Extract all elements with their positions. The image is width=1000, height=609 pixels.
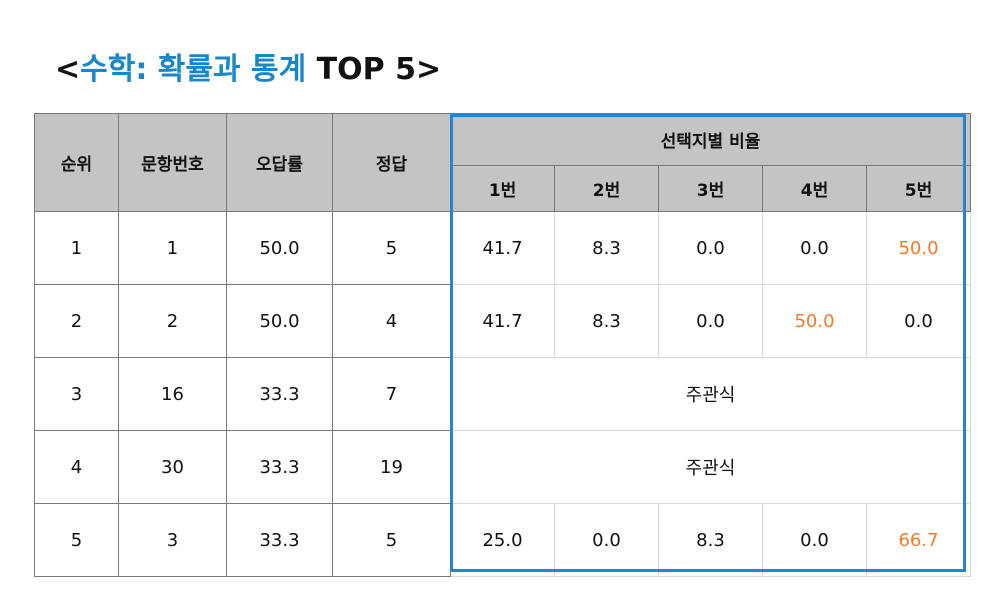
cell-rank: 4 bbox=[34, 430, 119, 504]
cell-error-rate: 50.0 bbox=[226, 211, 333, 285]
cell-subjective: 주관식 bbox=[450, 357, 971, 431]
cell-choice-2: 8.3 bbox=[554, 284, 659, 358]
cell-question: 2 bbox=[118, 284, 227, 358]
cell-choice-4: 50.0 bbox=[762, 284, 867, 358]
cell-choice-5: 0.0 bbox=[866, 284, 971, 358]
cell-answer: 5 bbox=[332, 211, 451, 285]
cell-error-rate: 50.0 bbox=[226, 284, 333, 358]
cell-choice-4: 0.0 bbox=[762, 211, 867, 285]
cell-choice-4: 0.0 bbox=[762, 503, 867, 577]
cell-error-rate: 33.3 bbox=[226, 430, 333, 504]
cell-question: 30 bbox=[118, 430, 227, 504]
cell-answer: 5 bbox=[332, 503, 451, 577]
table-row: 2 2 50.0 4 41.7 8.3 0.0 50.0 0.0 bbox=[34, 284, 971, 358]
cell-error-rate: 33.3 bbox=[226, 357, 333, 431]
cell-question: 1 bbox=[118, 211, 227, 285]
table-row: 4 30 33.3 19 주관식 bbox=[34, 430, 971, 504]
page-title: <수학: 확률과 통계 TOP 5> bbox=[55, 44, 441, 88]
cell-question: 16 bbox=[118, 357, 227, 431]
cell-rank: 5 bbox=[34, 503, 119, 577]
header-choice-ratio: 선택지별 비율 bbox=[450, 113, 971, 166]
header-choice-1: 1번 bbox=[450, 165, 555, 212]
cell-answer: 4 bbox=[332, 284, 451, 358]
cell-error-rate: 33.3 bbox=[226, 503, 333, 577]
cell-choice-3: 8.3 bbox=[658, 503, 763, 577]
cell-choice-3: 0.0 bbox=[658, 284, 763, 358]
cell-choice-3: 0.0 bbox=[658, 211, 763, 285]
cell-choice-1: 41.7 bbox=[450, 211, 555, 285]
header-choice-3: 3번 bbox=[658, 165, 763, 212]
cell-choice-1: 25.0 bbox=[450, 503, 555, 577]
title-open: < bbox=[55, 52, 81, 87]
header-answer: 정답 bbox=[332, 113, 451, 212]
cell-rank: 2 bbox=[34, 284, 119, 358]
header-choice-4: 4번 bbox=[762, 165, 867, 212]
cell-rank: 1 bbox=[34, 211, 119, 285]
table-row: 1 1 50.0 5 41.7 8.3 0.0 0.0 50.0 bbox=[34, 211, 971, 285]
header-choice-5: 5번 bbox=[866, 165, 971, 212]
cell-choice-5: 66.7 bbox=[866, 503, 971, 577]
title-suffix: TOP 5> bbox=[306, 52, 442, 87]
header-choice-2: 2번 bbox=[554, 165, 659, 212]
cell-answer: 7 bbox=[332, 357, 451, 431]
cell-choice-2: 0.0 bbox=[554, 503, 659, 577]
cell-answer: 19 bbox=[332, 430, 451, 504]
table-row: 3 16 33.3 7 주관식 bbox=[34, 357, 971, 431]
cell-choice-5: 50.0 bbox=[866, 211, 971, 285]
header-rank: 순위 bbox=[34, 113, 119, 212]
table-body: 1 1 50.0 5 41.7 8.3 0.0 0.0 50.0 2 2 50.0 4 41.7 8.3 0.… bbox=[34, 211, 971, 577]
header-question: 문항번호 bbox=[118, 113, 227, 212]
title-subject: 수학: 확률과 통계 bbox=[80, 52, 307, 87]
cell-rank: 3 bbox=[34, 357, 119, 431]
cell-question: 3 bbox=[118, 503, 227, 577]
table-row: 5 3 33.3 5 25.0 0.0 8.3 0.0 66.7 bbox=[34, 503, 971, 577]
header-error-rate: 오답률 bbox=[226, 113, 333, 212]
cell-choice-2: 8.3 bbox=[554, 211, 659, 285]
cell-subjective: 주관식 bbox=[450, 430, 971, 504]
cell-choice-1: 41.7 bbox=[450, 284, 555, 358]
